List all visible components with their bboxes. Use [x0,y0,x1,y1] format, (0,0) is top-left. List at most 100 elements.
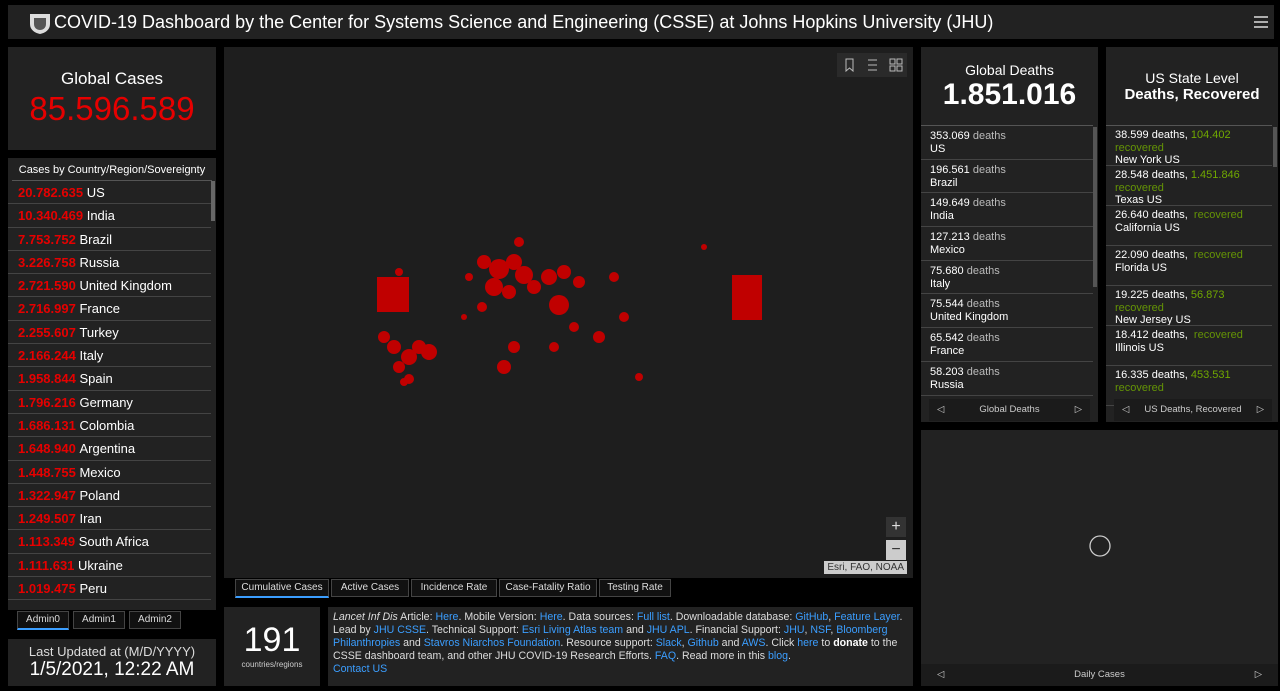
case-row[interactable]: 2.716.997 France [8,297,211,321]
us-row[interactable]: 19.225 deaths, 56.873 recovered New Jersey… [1106,286,1272,326]
scrollbar[interactable] [1273,127,1277,167]
case-row[interactable]: 10.340.469 India [8,204,211,228]
info-link[interactable]: FAQ [654,650,677,662]
us-row[interactable]: 22.090 deaths, recovered Florida US [1106,246,1272,286]
map-tools[interactable] [837,53,907,77]
case-row[interactable]: 1.111.631 Ukraine [8,554,211,578]
death-row[interactable]: 127.213 deaths Mexico [921,227,1093,261]
us-row[interactable]: 38.599 deaths, 104.402 recovered New York … [1106,126,1272,166]
info-link[interactable]: JHU CSSE [373,624,427,636]
case-name: Iran [79,511,102,527]
case-row[interactable]: 3.226.758 Russia [8,251,211,275]
info-link[interactable]: AWS [741,637,766,649]
case-value: 1.019.475 [18,581,76,597]
info-link[interactable]: Feature Layer [834,611,900,623]
case-row[interactable]: 7.753.752 Brazil [8,228,211,251]
death-row[interactable]: 75.680 deaths Italy [921,261,1093,295]
death-row[interactable]: 65.542 deaths France [921,328,1093,362]
death-name: Mexico [930,244,965,257]
map-tab[interactable]: Incidence Rate [411,579,497,597]
case-name: Poland [79,487,120,503]
scrollbar[interactable] [1093,127,1097,287]
info-link[interactable]: here [797,637,819,649]
info-link[interactable]: Stavros Niarchos Foundation [423,637,561,649]
case-row[interactable]: 1.958.844 Spain [8,367,211,391]
global-cases: Global Cases 85.596.589 [8,47,216,150]
case-row[interactable]: 1.322.947 Poland [8,484,211,508]
info-link[interactable]: NSF [810,624,831,636]
death-name: Russia [930,378,964,391]
case-row[interactable]: 1.686.131 Colombia [8,414,211,438]
map-tab[interactable]: Testing Rate [599,579,671,597]
arrow-right[interactable]: ▷ [1256,404,1264,415]
zoom-out[interactable]: − [886,540,906,560]
map-tab[interactable]: Active Cases [331,579,409,597]
deaths-panel: Global Deaths 1.851.016 353.069 deaths US… [921,47,1098,422]
info-link[interactable]: Here [539,611,563,623]
bubbles [377,237,762,386]
map-tab[interactable]: Case-Fatality Ratio [499,579,597,597]
death-value: 65.542 [930,332,964,345]
us-deaths: 16.335 deaths, [1115,369,1188,381]
arrow-right[interactable]: ▷ [1254,669,1262,680]
us-row[interactable]: 28.548 deaths, 1.451.846 recovered Texas U… [1106,166,1272,206]
info-link[interactable]: Contact US [333,663,388,675]
case-row[interactable]: 20.782.635 US [8,181,211,205]
admin-tab[interactable]: Admin2 [129,611,181,629]
admin-tab[interactable]: Admin1 [73,611,125,629]
header: COVID-19 Dashboard by the Center for Sys… [8,5,1274,39]
info-text: . Downloadable database: [669,611,796,623]
death-value: 75.544 [930,298,964,311]
info-link[interactable]: Full list [636,611,670,623]
case-row[interactable]: 2.255.607 Turkey [8,321,211,345]
tool-icons [845,58,903,73]
deaths-footer[interactable]: ◁ Global Deaths ▷ [929,399,1090,421]
info-link[interactable]: blog [767,650,788,662]
death-row[interactable]: 353.069 deaths US [921,126,1093,160]
menu-icon[interactable] [1254,15,1268,29]
arrow-left[interactable]: ◁ [937,669,945,680]
case-row[interactable]: 1.648.940 Argentina [8,437,211,461]
death-row[interactable]: 149.649 deaths India [921,193,1093,228]
map-tab[interactable]: Cumulative Cases [235,579,329,598]
us-footer[interactable]: ◁ US Deaths, Recovered ▷ [1114,399,1272,421]
arrow-left[interactable]: ◁ [1122,404,1130,415]
footer-label: US Deaths, Recovered [1144,404,1242,415]
us-row[interactable]: 18.412 deaths, recovered Illinois US [1106,326,1272,366]
map[interactable]: + − Esri, FAO, NOAA [224,47,913,578]
zoom-in[interactable]: + [886,517,906,537]
info-link[interactable]: Here [435,611,459,623]
case-row[interactable]: 2.166.244 Italy [8,344,211,368]
case-value: 1.648.940 [18,441,76,457]
info-link[interactable]: Slack [655,637,682,649]
case-row[interactable]: 1.796.216 Germany [8,391,211,414]
arrow-left[interactable]: ◁ [937,404,945,415]
us-deaths: 38.599 deaths, [1115,129,1188,141]
case-name: Mexico [79,464,121,480]
info-link[interactable]: GitHub [795,611,829,623]
info-text: and [400,637,424,649]
admin-tab[interactable]: Admin0 [17,611,69,630]
case-row[interactable]: 1.019.475 Peru [8,577,211,601]
us-row[interactable]: 26.640 deaths, recovered California US [1106,206,1272,246]
us-recovered: 1.451.846 [1190,169,1240,181]
info-link[interactable]: Esri Living Atlas team [521,624,624,636]
death-row[interactable]: 196.561 deaths Brazil [921,160,1093,194]
case-row[interactable]: 1.249.507 Iran [8,507,211,531]
case-row[interactable]: 2.721.590 United Kingdom [8,274,211,298]
death-row[interactable]: 58.203 deaths Russia [921,362,1093,396]
info-link[interactable]: Bloomberg Philanthropies [333,624,888,649]
death-unit: deaths [966,264,1000,277]
case-row[interactable]: 1.448.755 Mexico [8,461,211,484]
case-row[interactable]: 1.113.349 South Africa [8,530,211,554]
info-link[interactable]: Github [687,637,719,649]
info-link[interactable]: JHU APL [646,624,690,636]
daily-footer[interactable]: ◁ Daily Cases ▷ [921,664,1278,686]
death-value: 353.069 [930,130,970,142]
death-row[interactable]: 75.544 deaths United Kingdom [921,294,1093,329]
scrollbar[interactable] [211,181,215,221]
count: 191 countries/regions [224,607,320,686]
info-link[interactable]: JHU [783,624,805,636]
case-value: 1.249.507 [18,511,76,527]
arrow-right[interactable]: ▷ [1074,404,1082,415]
